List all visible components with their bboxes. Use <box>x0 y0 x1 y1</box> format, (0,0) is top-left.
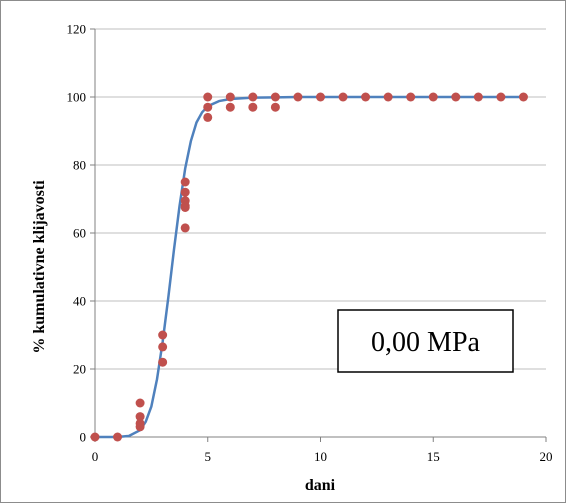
data-point <box>428 92 438 102</box>
data-point <box>90 432 100 442</box>
y-tick-label: 60 <box>73 226 86 241</box>
y-tick-label: 80 <box>73 158 86 173</box>
data-point <box>451 92 461 102</box>
data-point <box>225 92 235 102</box>
y-axis-title: % kumulativne klijavosti <box>31 180 48 354</box>
data-point <box>180 223 190 233</box>
x-axis-title: dani <box>305 477 336 494</box>
data-point <box>518 92 528 102</box>
annotation-text: 0,00 MPa <box>371 327 480 358</box>
data-point <box>158 357 168 367</box>
data-point <box>270 92 280 102</box>
x-tick-label: 15 <box>427 449 440 464</box>
data-point <box>293 92 303 102</box>
data-point <box>406 92 416 102</box>
y-tick-label: 0 <box>80 430 87 445</box>
y-tick-label: 120 <box>67 22 87 37</box>
pressure-annotation: 0,00 MPa <box>337 309 514 373</box>
data-point <box>361 92 371 102</box>
data-point <box>180 201 190 211</box>
data-point <box>248 92 258 102</box>
tick-labels: 0 20 40 60 80 100 120 0 5 10 15 20 <box>67 22 553 465</box>
x-tick-label: 5 <box>205 449 212 464</box>
data-point <box>225 102 235 112</box>
data-point <box>180 177 190 187</box>
data-point <box>248 102 258 112</box>
data-point <box>135 412 145 422</box>
data-point <box>135 418 145 428</box>
data-point <box>203 102 213 112</box>
x-tick-label: 20 <box>540 449 553 464</box>
y-tick-label: 40 <box>73 294 86 309</box>
y-tick-label: 20 <box>73 362 86 377</box>
data-point <box>473 92 483 102</box>
data-point <box>338 92 348 102</box>
data-point <box>158 330 168 340</box>
x-tick-label: 10 <box>314 449 327 464</box>
data-point <box>383 92 393 102</box>
data-points-series <box>90 92 528 442</box>
data-point <box>203 92 213 102</box>
data-point <box>113 432 123 442</box>
data-point <box>496 92 506 102</box>
data-point <box>135 398 145 408</box>
data-point <box>180 187 190 197</box>
data-point <box>270 102 280 112</box>
y-tick-label: 100 <box>67 90 87 105</box>
annotation-box <box>337 309 514 373</box>
data-point <box>158 342 168 352</box>
data-point <box>316 92 325 102</box>
x-tick-label: 0 <box>92 449 99 464</box>
data-point <box>203 112 213 122</box>
